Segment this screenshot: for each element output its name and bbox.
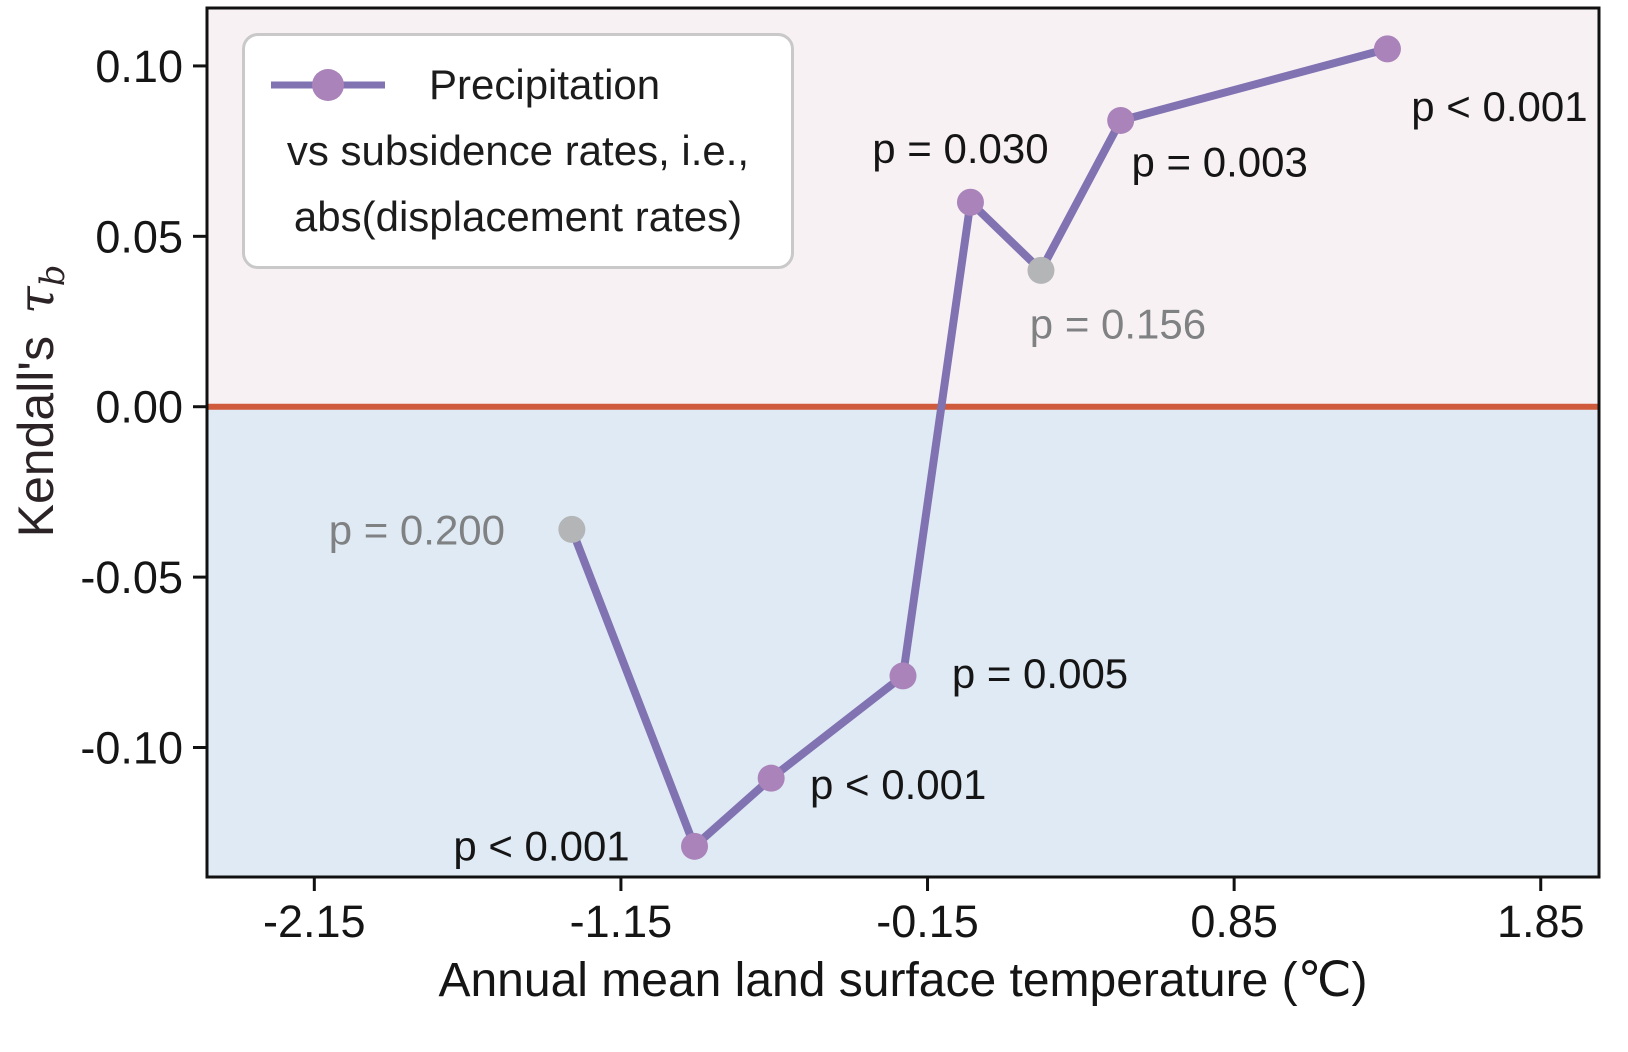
data-point-marker <box>956 188 984 216</box>
legend-label-line3: abs(displacement rates) <box>293 193 743 240</box>
y-tick-label: 0.10 <box>95 41 183 92</box>
series-line <box>567 44 1392 851</box>
y-axis-label-tau-symbol: τ <box>7 286 65 315</box>
y-tick-label: 0.00 <box>95 382 183 433</box>
x-tick-label: -1.15 <box>570 896 673 947</box>
data-point-marker-nonsignificant <box>558 515 586 543</box>
p-value-annotation: p = 0.030 <box>872 125 1048 172</box>
data-point-marker <box>681 832 709 860</box>
p-value-annotation: p < 0.001 <box>1411 83 1587 130</box>
legend-label-line1: Precipitation <box>429 61 661 108</box>
x-tick-label: -2.15 <box>263 896 366 947</box>
p-value-annotation: p = 0.005 <box>952 650 1128 697</box>
x-axis-label: Annual mean land surface temperature (℃) <box>438 954 1368 1007</box>
data-point-marker <box>1107 106 1135 134</box>
legend-label-line2: vs subsidence rates, i.e., <box>286 127 750 174</box>
y-tick-label: -0.05 <box>80 552 183 603</box>
y-axis-label-subscript: b <box>33 264 73 287</box>
data-point-marker <box>889 662 917 690</box>
legend-line-marker-icon <box>271 69 385 101</box>
x-tick-label: -0.15 <box>876 896 979 947</box>
plot-frame <box>205 6 1601 879</box>
p-value-annotation: p < 0.001 <box>453 822 629 869</box>
data-point-marker-nonsignificant <box>1027 256 1055 284</box>
y-axis-label-text: Kendall's <box>8 336 64 538</box>
p-value-annotation: p = 0.003 <box>1132 138 1308 185</box>
negative-region <box>207 406 1599 877</box>
y-axis-label: Kendall's τb <box>7 151 73 651</box>
p-value-annotation: p < 0.001 <box>810 761 986 808</box>
p-value-annotation: p = 0.156 <box>1030 300 1206 347</box>
y-tick-label: 0.05 <box>95 211 183 262</box>
legend-entry-precipitation: Precipitation <box>245 52 791 118</box>
p-value-annotation: p = 0.200 <box>329 506 505 553</box>
legend: Precipitation vs subsidence rates, i.e.,… <box>242 33 794 269</box>
data-point-marker <box>757 764 785 792</box>
y-tick-label: -0.10 <box>80 723 183 774</box>
data-point-marker <box>1373 35 1401 63</box>
x-tick-label: 1.85 <box>1497 896 1585 947</box>
x-tick-label: 0.85 <box>1190 896 1278 947</box>
